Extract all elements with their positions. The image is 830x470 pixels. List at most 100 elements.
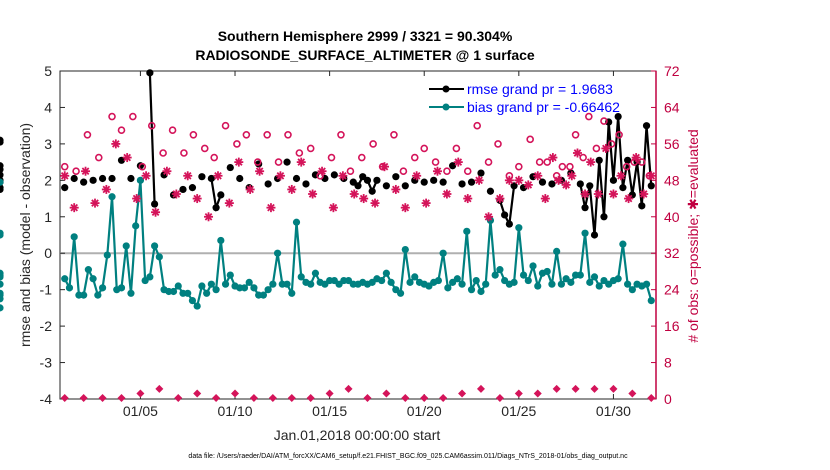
y-right-tick-label: 24 xyxy=(664,282,680,298)
rmse-point xyxy=(217,191,225,199)
possible-obs-marker xyxy=(327,153,336,162)
evaluated-obs-marker xyxy=(523,180,533,190)
bias-point xyxy=(524,276,532,285)
bias-point xyxy=(576,271,584,279)
legend-rmse-label: rmse grand pr = 1.9683 xyxy=(467,81,613,97)
rmse-point xyxy=(61,184,69,192)
footnote: data file: /Users/raeder/DAI/ATM_forcXX/… xyxy=(188,453,628,460)
bias-point xyxy=(642,280,651,288)
obs-count-zero-marker xyxy=(325,389,334,398)
obs-count-zero-marker xyxy=(98,394,107,402)
chart-title-line2: RADIOSONDE_SURFACE_ALTIMETER @ 1 surface xyxy=(195,47,535,63)
bias-point xyxy=(0,269,4,277)
evaluated-obs-marker xyxy=(296,157,306,167)
rmse-point xyxy=(0,136,4,144)
evaluated-obs-marker xyxy=(111,139,121,149)
rmse-point xyxy=(117,156,126,164)
obs-count-zero-marker xyxy=(136,389,145,398)
obs-count-zero-marker xyxy=(268,394,277,402)
possible-obs-marker xyxy=(543,158,552,166)
rmse-point xyxy=(188,184,197,192)
possible-obs-marker xyxy=(607,140,616,148)
y-right-tick-label: 32 xyxy=(664,245,680,261)
evaluated-obs-marker xyxy=(400,203,410,213)
evaluated-obs-marker xyxy=(561,180,571,190)
bias-point xyxy=(496,266,504,274)
evaluated-obs-marker xyxy=(60,171,70,181)
possible-obs-marker xyxy=(622,162,631,171)
possible-obs-marker xyxy=(129,112,137,121)
evaluated-obs-marker xyxy=(183,171,193,181)
obs-count-zero-marker xyxy=(439,394,448,402)
y-right-tick-label: 16 xyxy=(664,318,680,334)
x-tick-label: 01/10 xyxy=(217,403,252,419)
legend: rmse grand pr = 1.9683 bias grand pr = -… xyxy=(429,81,620,115)
possible-obs-marker xyxy=(242,130,251,139)
bias-point xyxy=(477,287,485,296)
bias-point xyxy=(70,233,78,241)
bias-point xyxy=(188,297,197,305)
rmse-point xyxy=(392,173,400,181)
bias-point xyxy=(127,289,135,297)
possible-obs-marker xyxy=(431,158,440,166)
evaluated-obs-marker xyxy=(533,171,543,181)
rmse-point xyxy=(0,165,4,173)
possible-obs-marker xyxy=(420,144,429,153)
rmse-point xyxy=(264,180,272,188)
bias-point xyxy=(553,247,561,255)
bias-point xyxy=(458,280,466,288)
bias-point xyxy=(122,242,130,250)
bias-point xyxy=(264,286,272,294)
possible-obs-marker xyxy=(159,149,167,157)
evaluated-obs-marker xyxy=(162,166,172,176)
possible-obs-marker xyxy=(535,158,544,166)
y-right-tick-label: 40 xyxy=(664,209,680,225)
rmse-line xyxy=(498,185,516,228)
bias-point xyxy=(184,289,192,297)
rmse-point xyxy=(151,200,159,208)
bias-point xyxy=(103,251,111,259)
rmse-point xyxy=(179,185,187,194)
evaluated-obs-marker xyxy=(608,189,618,199)
evaluated-obs-marker xyxy=(421,198,431,208)
x-tick-label: 01/15 xyxy=(312,403,347,419)
evaluated-obs-marker xyxy=(580,189,590,199)
evaluated-obs-marker xyxy=(151,207,161,217)
plot-area xyxy=(59,70,657,400)
bias-point xyxy=(411,273,419,281)
rmse-point xyxy=(519,184,528,192)
bias-point xyxy=(0,178,4,186)
evaluated-obs-marker xyxy=(646,171,656,181)
bias-point xyxy=(292,218,301,226)
evaluated-obs-marker xyxy=(601,143,611,153)
evaluated-obs-marker xyxy=(554,175,564,185)
rmse-point xyxy=(538,178,547,186)
obs-count-zero-marker xyxy=(249,394,258,402)
chart-title-line1: Southern Hemisphere 2999 / 3321 = 90.304… xyxy=(218,28,513,44)
bias-point xyxy=(250,284,258,292)
obs-count-zero-marker xyxy=(155,384,164,393)
bias-point xyxy=(434,276,443,285)
y-left-tick-label: 1 xyxy=(44,209,52,225)
y-left-tick-label: -4 xyxy=(40,391,53,407)
rmse-point xyxy=(302,180,310,188)
bias-point xyxy=(226,271,234,279)
rmse-point xyxy=(146,69,154,77)
bias-point xyxy=(406,278,414,286)
evaluated-obs-marker xyxy=(122,153,132,163)
rmse-point xyxy=(98,174,107,183)
rmse-point xyxy=(70,174,78,183)
possible-obs-marker xyxy=(357,153,366,162)
possible-obs-marker xyxy=(253,158,262,166)
bias-point xyxy=(155,253,163,261)
possible-obs-marker xyxy=(233,140,241,148)
rmse-point xyxy=(226,163,234,172)
rmse-point xyxy=(595,156,603,164)
rmse-point xyxy=(373,176,381,184)
bias-point xyxy=(581,229,589,237)
evaluated-obs-marker xyxy=(213,171,223,181)
obs-count-zero-marker xyxy=(401,394,410,402)
rmse-point xyxy=(198,173,206,181)
possible-obs-marker xyxy=(443,167,451,176)
obs-count-zero-marker xyxy=(628,389,637,398)
